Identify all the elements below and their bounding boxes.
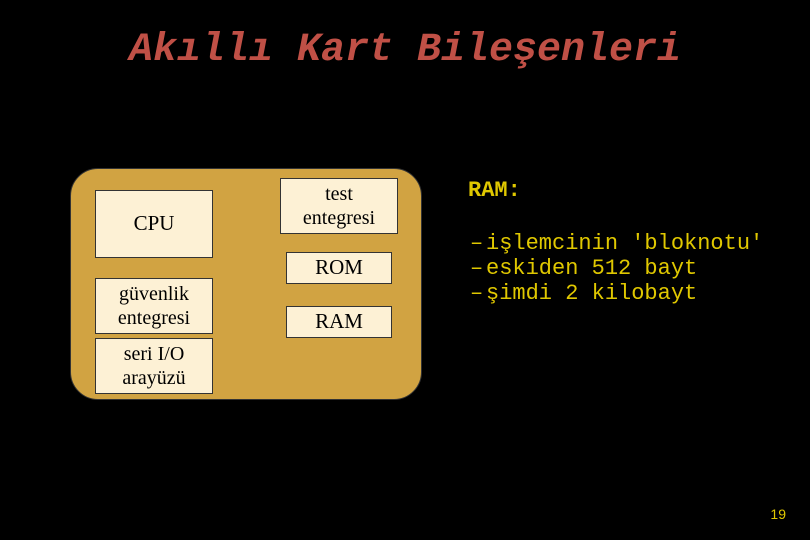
box-security: güvenlikentegresi [95, 278, 213, 334]
box-ram: RAM [286, 306, 392, 338]
ram-info-panel: RAM: işlemcinin 'bloknotu' eskiden 512 b… [468, 178, 763, 306]
ram-info-item: eskiden 512 bayt [468, 256, 763, 281]
box-serial-io: seri I/Oarayüzü [95, 338, 213, 394]
box-test: testentegresi [280, 178, 398, 234]
box-rom: ROM [286, 252, 392, 284]
ram-info-title: RAM: [468, 178, 763, 203]
page-number: 19 [770, 506, 786, 522]
box-cpu: CPU [95, 190, 213, 258]
ram-info-item: şimdi 2 kilobayt [468, 281, 763, 306]
slide-title: Akıllı Kart Bileşenleri [0, 28, 810, 73]
ram-info-list: işlemcinin 'bloknotu' eskiden 512 bayt ş… [468, 231, 763, 306]
ram-info-item: işlemcinin 'bloknotu' [468, 231, 763, 256]
